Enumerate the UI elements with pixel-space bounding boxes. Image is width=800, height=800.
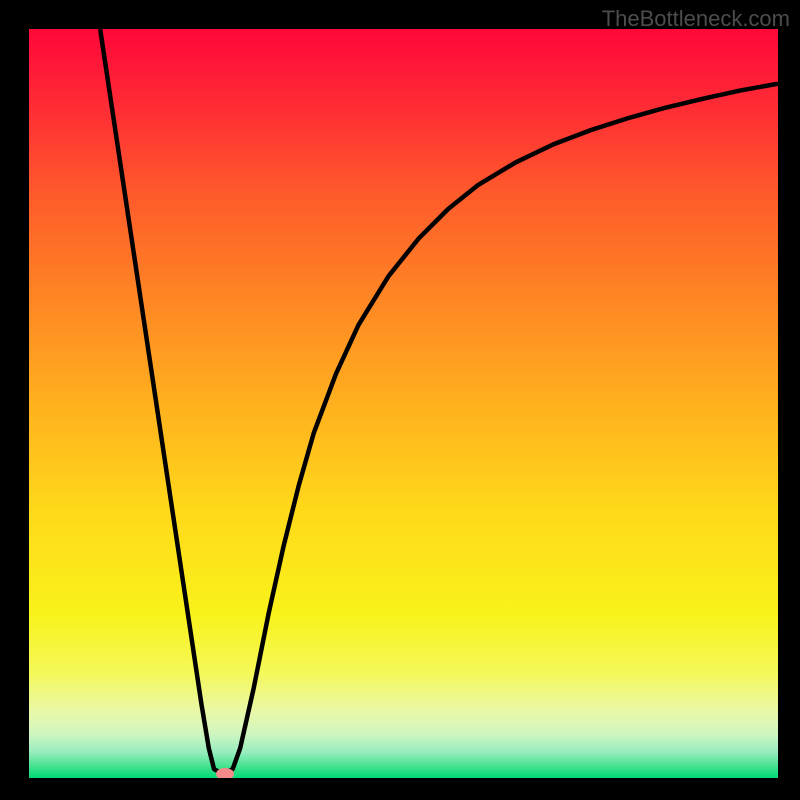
curve-path	[100, 29, 778, 774]
bottleneck-curve	[29, 29, 778, 778]
plot-area	[29, 29, 778, 778]
minimum-marker	[216, 768, 234, 779]
attribution-text: TheBottleneck.com	[602, 6, 790, 32]
